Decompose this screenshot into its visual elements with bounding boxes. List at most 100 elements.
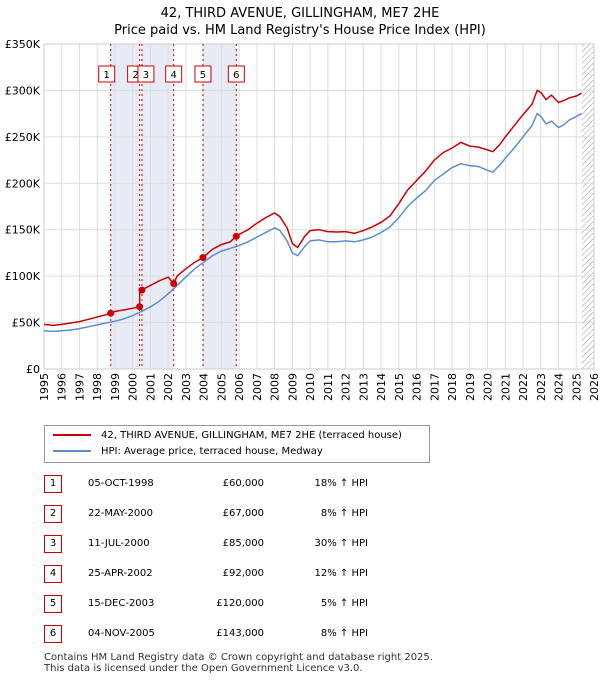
series-line: [43, 112, 582, 333]
x-tick-label: 2003: [180, 373, 193, 401]
sale-date: 25-APR-2002: [88, 568, 153, 579]
x-tick-label: 2025: [570, 373, 583, 401]
sale-price: £92,000: [222, 568, 264, 579]
x-tick-label: 2021: [499, 373, 512, 401]
sale-number-box: [227, 65, 245, 83]
x-tick-label: 2017: [428, 373, 441, 401]
legend-entry-hpi: HPI: Average price, terraced house, Medw…: [53, 444, 323, 460]
sale-row: 6 04-NOV-2005 £143,000 8% ↑ HPI: [44, 624, 464, 644]
chart-subtitle: Price paid vs. HM Land Registry's House …: [114, 23, 486, 38]
sale-hpi-change: 12% ↑ HPI: [314, 568, 368, 579]
sale-price: £143,000: [216, 628, 264, 639]
sale-number-badge: 2: [44, 505, 62, 523]
sale-hpi-change: 8% ↑ HPI: [320, 628, 368, 639]
legend-line-hpi: [53, 450, 91, 452]
sale-date: 11-JUL-2000: [88, 538, 150, 549]
x-tick-label: 1997: [73, 373, 86, 401]
x-tick-label: 2005: [215, 373, 228, 401]
sale-number-box: [194, 65, 212, 83]
sale-price: £60,000: [222, 478, 264, 489]
sale-number-label: 5: [200, 70, 206, 81]
sale-hpi-change: 18% ↑ HPI: [314, 478, 368, 489]
chart-legend: 42, THIRD AVENUE, GILLINGHAM, ME7 2HE (t…: [44, 425, 430, 463]
sale-point: [138, 286, 146, 294]
sale-number-label: 3: [143, 70, 149, 81]
price-chart: 1 2 3 4 5 6£0£50K£100K£150K£200K£250K£300K£35…: [5, 38, 600, 401]
x-tick-label: 2016: [411, 373, 424, 401]
x-tick-label: 1998: [91, 373, 104, 401]
legend-line-property: [53, 434, 91, 436]
sale-number-label: 2: [132, 70, 138, 81]
x-tick-label: 2008: [269, 373, 282, 401]
y-tick-label: £0: [26, 363, 40, 376]
plot-border: [43, 43, 595, 370]
footer-line: Contains HM Land Registry data © Crown c…: [44, 652, 433, 663]
sale-row: 5 15-DEC-2003 £120,000 5% ↑ HPI: [44, 594, 464, 614]
x-tick-label: 2012: [340, 373, 353, 401]
sale-number-label: 4: [171, 70, 177, 81]
ownership-shade: [202, 44, 237, 369]
x-tick-label: 2013: [357, 373, 370, 401]
sale-point: [107, 309, 115, 317]
x-tick-label: 2015: [393, 373, 406, 401]
x-tick-label: 2011: [322, 373, 335, 401]
y-tick-label: £150K: [5, 224, 41, 237]
y-tick-label: £100K: [5, 270, 41, 283]
x-tick-label: 1999: [109, 373, 122, 401]
future-hatch: [581, 44, 594, 369]
y-tick-label: £300K: [5, 84, 41, 97]
x-tick-label: 2006: [233, 373, 246, 401]
x-tick-label: 2010: [304, 373, 317, 401]
sale-number-label: 6: [233, 70, 239, 81]
sale-point: [170, 280, 178, 288]
x-tick-label: 2018: [446, 373, 459, 401]
sale-hpi-change: 8% ↑ HPI: [320, 508, 368, 519]
x-tick-label: 2026: [588, 373, 600, 401]
x-tick-label: 2020: [482, 373, 495, 401]
sale-point: [136, 303, 144, 311]
legend-entry-property: 42, THIRD AVENUE, GILLINGHAM, ME7 2HE (t…: [53, 428, 402, 444]
x-tick-label: 2001: [144, 373, 157, 401]
y-tick-label: £50K: [12, 317, 41, 330]
sale-price: £85,000: [222, 538, 264, 549]
x-tick-label: 1995: [38, 373, 51, 401]
footer-line: This data is licensed under the Open Gov…: [44, 663, 363, 674]
sale-date: 04-NOV-2005: [88, 628, 155, 639]
sale-number-badge: 4: [44, 565, 62, 583]
sale-number-badge: 6: [44, 625, 62, 643]
sale-row: 3 11-JUL-2000 £85,000 30% ↑ HPI: [44, 534, 464, 554]
sale-row: 1 05-OCT-1998 £60,000 18% ↑ HPI: [44, 474, 464, 494]
sale-hpi-change: 5% ↑ HPI: [320, 598, 368, 609]
x-tick-label: 2022: [517, 373, 530, 401]
x-tick-label: 2019: [464, 373, 477, 401]
x-tick-label: 1996: [56, 373, 69, 401]
ownership-shade: [141, 44, 174, 369]
sale-row: 2 22-MAY-2000 £67,000 8% ↑ HPI: [44, 504, 464, 524]
sale-number-box: [165, 65, 183, 83]
sale-price: £67,000: [222, 508, 264, 519]
sale-number-badge: 5: [44, 595, 62, 613]
sale-date: 22-MAY-2000: [88, 508, 154, 519]
sale-number-box: [137, 65, 155, 83]
sale-number-badge: 3: [44, 535, 62, 553]
chart-title: 42, THIRD AVENUE, GILLINGHAM, ME7 2HE: [160, 6, 440, 21]
y-tick-label: £250K: [5, 131, 41, 144]
x-tick-label: 2024: [553, 373, 566, 401]
x-tick-label: 2014: [375, 373, 388, 401]
sale-point: [232, 232, 240, 240]
y-tick-label: £350K: [5, 38, 41, 51]
x-tick-label: 2004: [198, 373, 211, 401]
sale-point: [199, 254, 207, 262]
footer-attribution: Contains HM Land Registry data © Crown c…: [44, 652, 433, 674]
x-tick-label: 2000: [127, 373, 140, 401]
sale-number-label: 1: [104, 70, 110, 81]
x-tick-label: 2007: [251, 373, 264, 401]
legend-label-property: 42, THIRD AVENUE, GILLINGHAM, ME7 2HE (t…: [101, 430, 402, 441]
legend-label-hpi: HPI: Average price, terraced house, Medw…: [101, 446, 323, 457]
sale-price: £120,000: [216, 598, 264, 609]
x-tick-label: 2009: [286, 373, 299, 401]
y-tick-label: £200K: [5, 177, 41, 190]
x-tick-label: 2002: [162, 373, 175, 401]
sale-date: 15-DEC-2003: [88, 598, 155, 609]
sale-row: 4 25-APR-2002 £92,000 12% ↑ HPI: [44, 564, 464, 584]
